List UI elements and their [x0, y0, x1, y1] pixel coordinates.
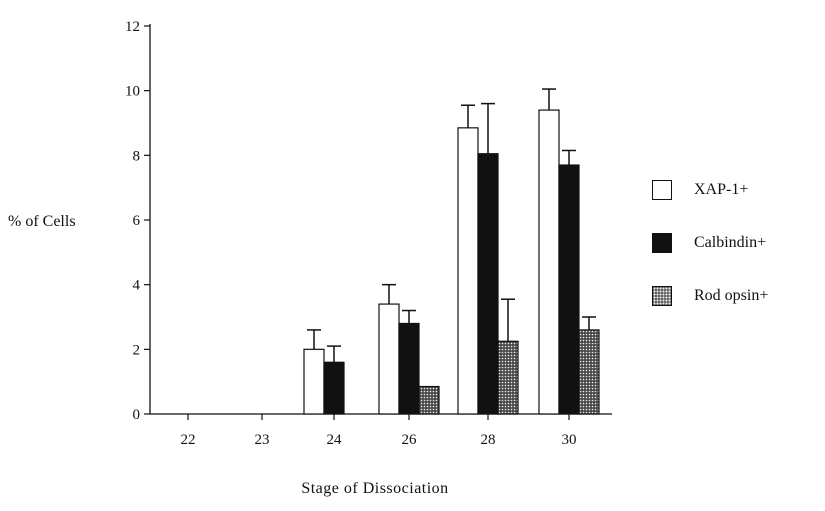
- legend-swatch-rod-opsin: [652, 286, 672, 306]
- bar: [457, 127, 479, 415]
- y-tick-label: 2: [133, 342, 141, 358]
- bars: [303, 88, 600, 415]
- x-tick-label: 23: [255, 432, 270, 448]
- y-axis-title: % of Cells: [8, 213, 76, 230]
- x-tick-label: 26: [402, 432, 418, 448]
- x-tick-label: 24: [327, 432, 343, 448]
- axis-labels: Stage of Dissociation % of Cells: [8, 213, 448, 497]
- bar: [303, 348, 325, 415]
- legend: XAP-1+ Calbindin+ Rod opsin+: [652, 178, 768, 337]
- legend-swatch-xap1: [652, 180, 672, 200]
- legend-item-calbindin: Calbindin+: [652, 231, 768, 255]
- bar: [398, 322, 420, 415]
- bar: [378, 303, 400, 415]
- y-tick-label: 8: [133, 148, 141, 164]
- x-tick-label: 30: [562, 432, 577, 448]
- y-tick-label: 10: [125, 84, 140, 100]
- y-tick-label: 0: [133, 407, 141, 423]
- legend-label-xap1: XAP-1+: [694, 181, 749, 198]
- bar: [578, 329, 600, 415]
- x-tick-label: 28: [481, 432, 496, 448]
- bar: [418, 385, 440, 415]
- bar: [558, 164, 580, 415]
- y-tick-label: 4: [133, 278, 141, 294]
- legend-item-xap1: XAP-1+: [652, 178, 768, 202]
- bar: [323, 361, 345, 415]
- legend-label-calbindin: Calbindin+: [694, 234, 767, 251]
- legend-label-rod-opsin: Rod opsin+: [694, 287, 769, 304]
- y-tick-label: 12: [125, 19, 140, 35]
- bar: [477, 153, 499, 415]
- bar: [538, 109, 560, 415]
- x-tick-label: 22: [181, 432, 196, 448]
- y-tick-label: 6: [133, 213, 141, 229]
- x-axis-title: Stage of Dissociation: [301, 480, 448, 497]
- legend-item-rod-opsin: Rod opsin+: [652, 284, 768, 308]
- legend-swatch-calbindin: [652, 233, 672, 253]
- bar: [497, 340, 519, 415]
